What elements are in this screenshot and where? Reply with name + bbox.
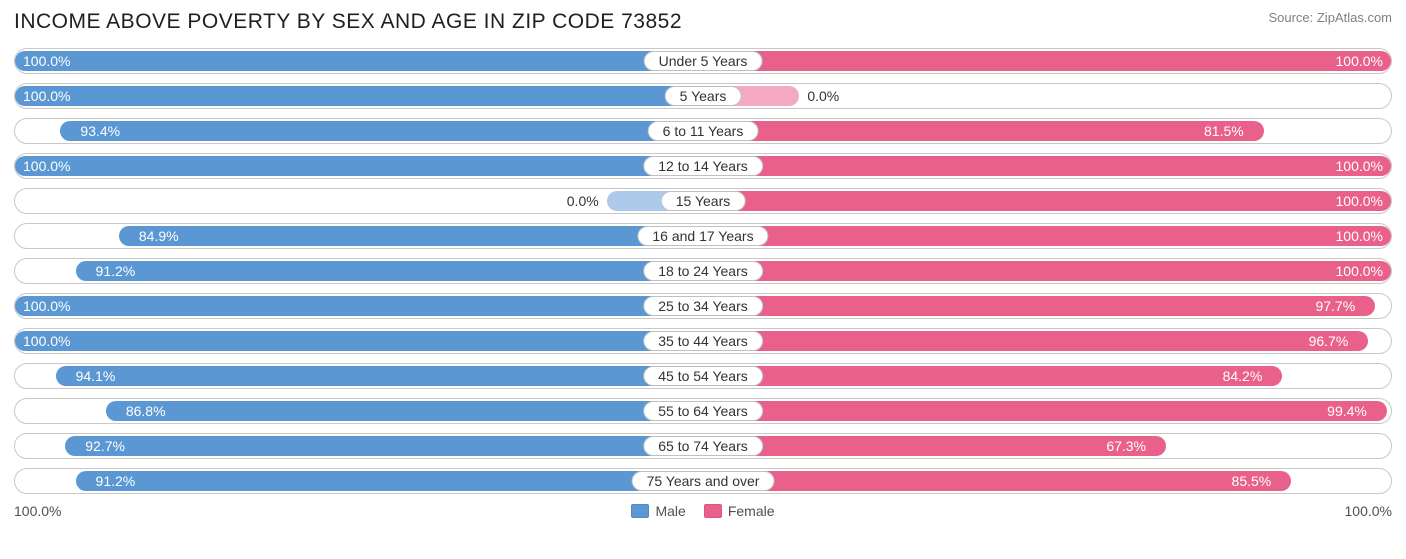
male-value: 100.0%	[23, 49, 70, 73]
female-bar	[703, 471, 1291, 491]
female-bar	[703, 436, 1166, 456]
female-value: 97.7%	[1315, 294, 1365, 318]
male-value: 86.8%	[116, 399, 166, 423]
male-bar	[15, 86, 703, 106]
male-bar	[15, 51, 703, 71]
female-bar	[703, 331, 1368, 351]
female-value: 100.0%	[1336, 259, 1383, 283]
male-bar	[119, 226, 703, 246]
female-bar	[703, 261, 1391, 281]
category-label: 65 to 74 Years	[643, 436, 763, 456]
category-label: 75 Years and over	[632, 471, 775, 491]
male-bar	[60, 121, 703, 141]
axis-right-max: 100.0%	[1345, 503, 1392, 519]
female-bar	[703, 226, 1391, 246]
male-value: 100.0%	[23, 84, 70, 108]
chart-rows: 100.0% 100.0% Under 5 Years 100.0% 0.0% 5 Yea…	[14, 48, 1392, 494]
category-label: 55 to 64 Years	[643, 401, 763, 421]
chart-row: 100.0% 97.7% 25 to 34 Years	[14, 293, 1392, 319]
category-label: 15 Years	[661, 191, 746, 211]
male-bar	[15, 156, 703, 176]
chart-row: 0.0% 100.0% 15 Years	[14, 188, 1392, 214]
legend-female: Female	[704, 503, 775, 519]
male-value: 100.0%	[23, 329, 70, 353]
female-value: 67.3%	[1106, 434, 1156, 458]
male-value: 94.1%	[66, 364, 116, 388]
female-value: 100.0%	[1336, 224, 1383, 248]
female-value: 84.2%	[1223, 364, 1273, 388]
chart-row: 100.0% 96.7% 35 to 44 Years	[14, 328, 1392, 354]
category-label: Under 5 Years	[644, 51, 763, 71]
legend-male-label: Male	[655, 503, 685, 519]
chart-title: INCOME ABOVE POVERTY BY SEX AND AGE IN Z…	[14, 10, 682, 34]
female-value: 0.0%	[807, 84, 839, 108]
category-label: 16 and 17 Years	[637, 226, 768, 246]
male-swatch	[631, 504, 649, 518]
female-value: 99.4%	[1327, 399, 1377, 423]
legend: Male Female	[631, 503, 774, 519]
male-bar	[56, 366, 703, 386]
chart-footer: 100.0% Male Female 100.0%	[14, 503, 1392, 519]
male-value: 84.9%	[129, 224, 179, 248]
male-bar	[76, 261, 703, 281]
chart-row: 84.9% 100.0% 16 and 17 Years	[14, 223, 1392, 249]
female-bar	[703, 51, 1391, 71]
female-bar	[703, 156, 1391, 176]
male-bar	[15, 331, 703, 351]
male-value: 91.2%	[86, 259, 136, 283]
female-value: 100.0%	[1336, 189, 1383, 213]
female-bar	[703, 121, 1264, 141]
male-value: 0.0%	[567, 189, 599, 213]
chart-row: 91.2% 85.5% 75 Years and over	[14, 468, 1392, 494]
male-value: 92.7%	[75, 434, 125, 458]
category-label: 6 to 11 Years	[648, 121, 759, 141]
female-bar	[703, 296, 1375, 316]
male-bar	[65, 436, 703, 456]
female-value: 85.5%	[1232, 469, 1282, 493]
chart-row: 92.7% 67.3% 65 to 74 Years	[14, 433, 1392, 459]
chart-row: 86.8% 99.4% 55 to 64 Years	[14, 398, 1392, 424]
legend-female-label: Female	[728, 503, 775, 519]
category-label: 5 Years	[665, 86, 742, 106]
female-swatch	[704, 504, 722, 518]
male-value: 100.0%	[23, 294, 70, 318]
female-value: 96.7%	[1309, 329, 1359, 353]
female-bar	[703, 191, 1391, 211]
female-bar	[703, 366, 1282, 386]
chart-row: 93.4% 81.5% 6 to 11 Years	[14, 118, 1392, 144]
male-value: 100.0%	[23, 154, 70, 178]
chart-row: 100.0% 100.0% Under 5 Years	[14, 48, 1392, 74]
male-value: 93.4%	[70, 119, 120, 143]
legend-male: Male	[631, 503, 685, 519]
category-label: 45 to 54 Years	[643, 366, 763, 386]
category-label: 18 to 24 Years	[643, 261, 763, 281]
category-label: 25 to 34 Years	[643, 296, 763, 316]
male-value: 91.2%	[86, 469, 136, 493]
category-label: 35 to 44 Years	[643, 331, 763, 351]
female-value: 81.5%	[1204, 119, 1254, 143]
axis-left-max: 100.0%	[14, 503, 61, 519]
chart-row: 100.0% 0.0% 5 Years	[14, 83, 1392, 109]
chart-header: INCOME ABOVE POVERTY BY SEX AND AGE IN Z…	[14, 10, 1392, 34]
female-value: 100.0%	[1336, 154, 1383, 178]
male-bar	[76, 471, 703, 491]
male-bar	[106, 401, 703, 421]
female-value: 100.0%	[1336, 49, 1383, 73]
chart-row: 100.0% 100.0% 12 to 14 Years	[14, 153, 1392, 179]
category-label: 12 to 14 Years	[643, 156, 763, 176]
male-bar	[15, 296, 703, 316]
chart-row: 94.1% 84.2% 45 to 54 Years	[14, 363, 1392, 389]
female-bar	[703, 401, 1387, 421]
chart-row: 91.2% 100.0% 18 to 24 Years	[14, 258, 1392, 284]
chart-source: Source: ZipAtlas.com	[1268, 10, 1392, 25]
